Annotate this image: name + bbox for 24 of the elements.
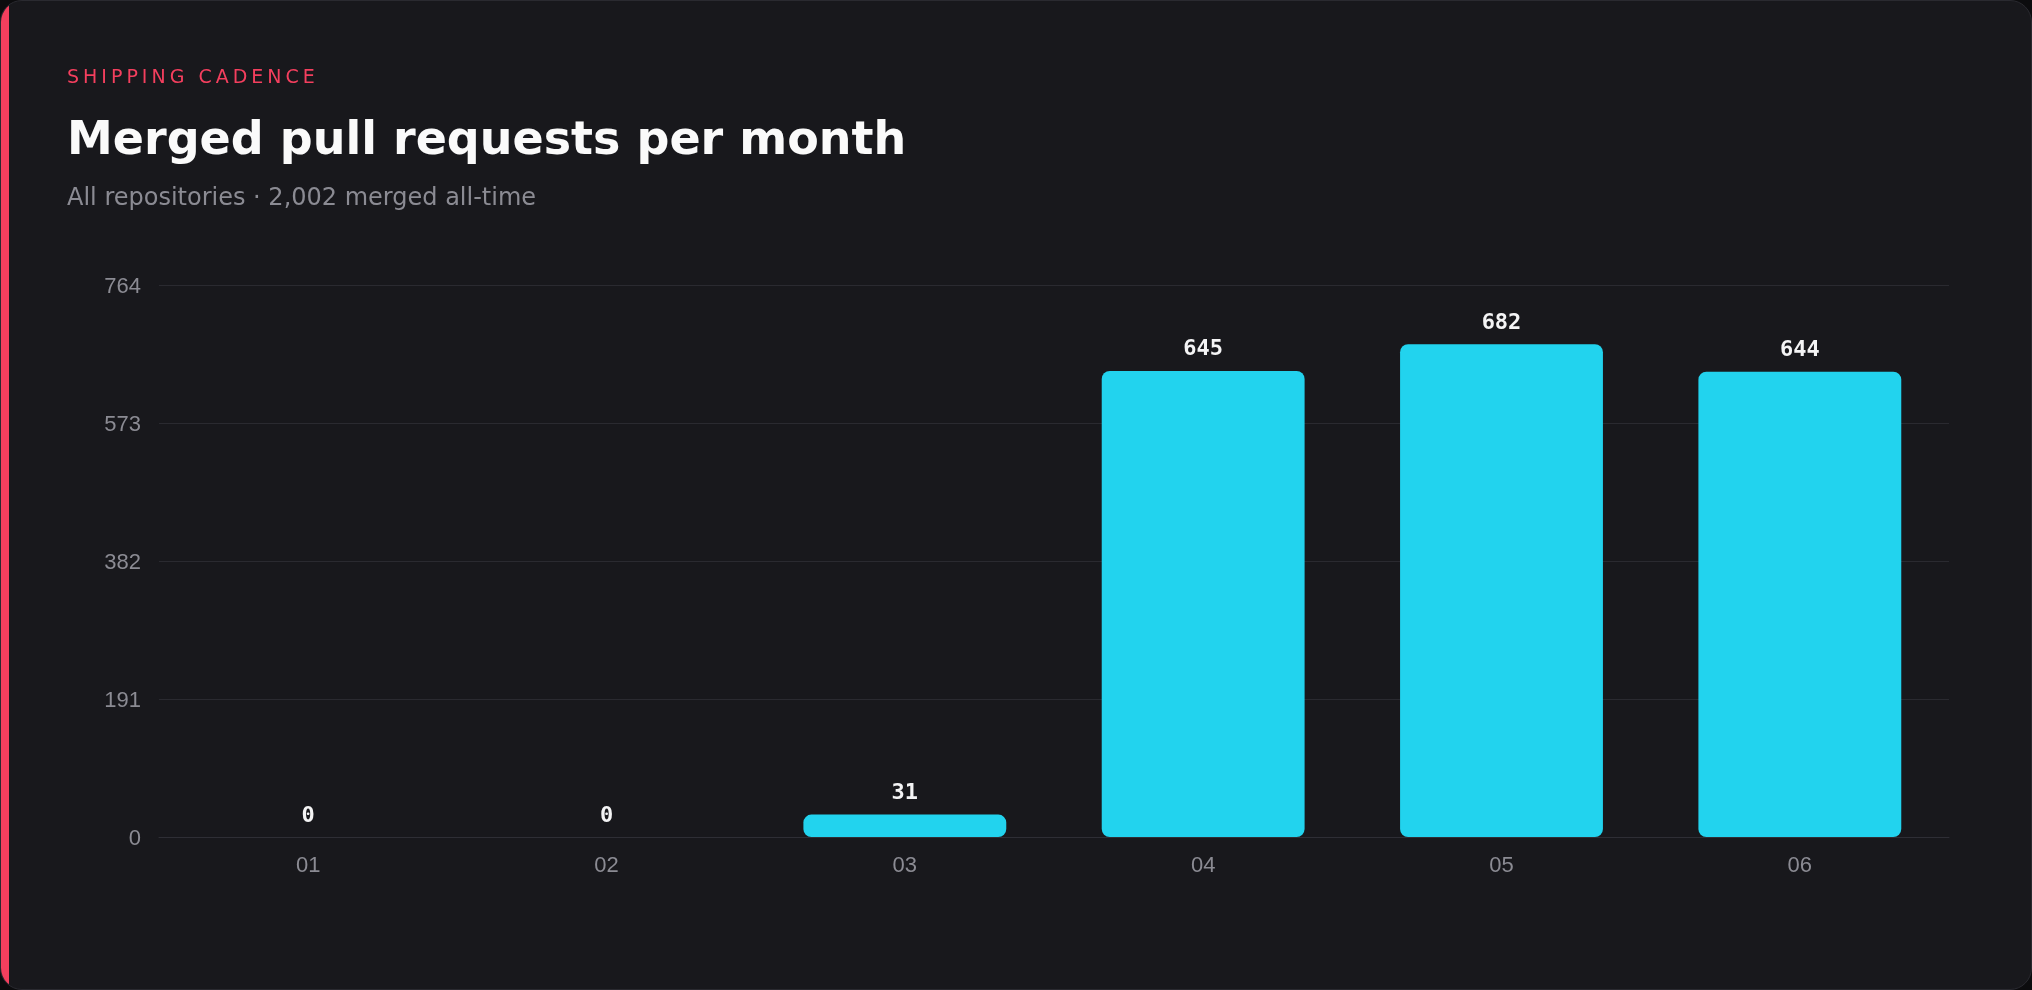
data-label: 31 <box>891 779 919 805</box>
x-tick-label: 02 <box>594 851 619 877</box>
chart-title: Merged pull requests per month <box>67 111 907 165</box>
y-tick-label: 382 <box>104 548 141 574</box>
data-label: 644 <box>1779 336 1820 362</box>
y-tick-label: 191 <box>104 686 141 712</box>
text: SHIPPING CADENCE <box>67 65 319 87</box>
bar <box>803 814 1007 837</box>
x-tick-label: 04 <box>1190 851 1216 877</box>
data-label: 0 <box>301 801 315 827</box>
bar <box>1101 370 1305 837</box>
x-tick-label: 05 <box>1489 851 1514 877</box>
bar <box>1400 344 1603 837</box>
y-tick-label: 573 <box>104 410 141 436</box>
y-tick-label: 0 <box>128 824 141 850</box>
y-tick-label: 764 <box>104 272 141 298</box>
data-label: 0 <box>599 801 614 827</box>
chart-subtitle: All repositories · 2,002 merged all-time <box>67 183 537 211</box>
x-tick-label: 03 <box>892 851 918 877</box>
data-label: 645 <box>1183 335 1224 361</box>
x-tick-label: 01 <box>295 851 321 877</box>
bar <box>1698 371 1902 837</box>
data-label: 682 <box>1481 308 1522 334</box>
x-tick-label: 06 <box>1787 851 1813 877</box>
